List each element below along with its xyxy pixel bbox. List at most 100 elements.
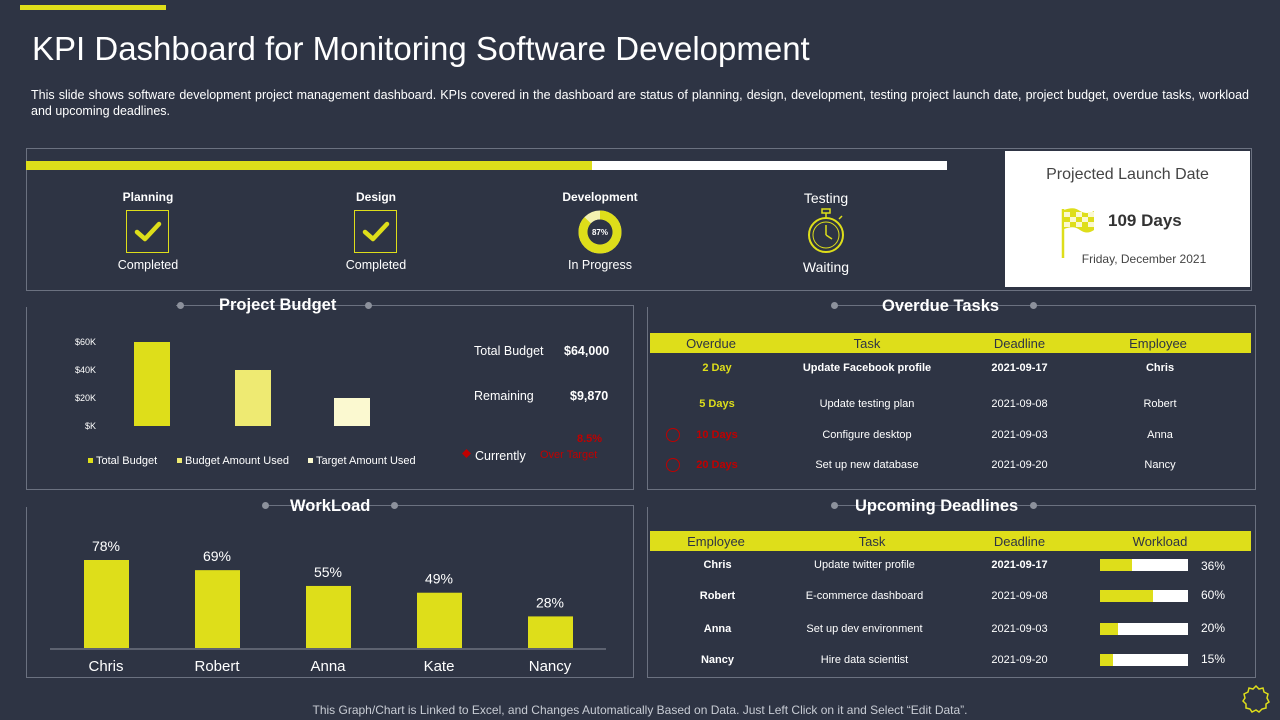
overdue-task: Set up new database: [815, 459, 919, 471]
total-budget-label: Total Budget: [474, 344, 544, 358]
overdue-task: Update testing plan: [819, 398, 915, 410]
phase-name: Planning: [122, 190, 174, 204]
budget-ytick-label: $K: [85, 421, 96, 431]
deadlines-title: Upcoming Deadlines: [855, 497, 1019, 515]
title-dot: [262, 502, 269, 509]
panel-gap: [647, 304, 833, 307]
title-dot: [365, 302, 372, 309]
currently-value: 8.5%: [577, 433, 603, 445]
gear-icon[interactable]: [1240, 683, 1272, 715]
deadline-row: Chris Update twitter profile 2021-09-17 36%: [650, 559, 1251, 575]
donut-icon: 87%: [578, 210, 622, 254]
deadline-employee: Robert: [699, 590, 736, 602]
overdue-employee: Anna: [1147, 429, 1173, 441]
phase-development: Development 87% In Progress: [530, 190, 670, 272]
legend-label: Total Budget: [96, 455, 157, 467]
overall-progress-bar: [26, 161, 947, 170]
overall-progress-fill: [26, 161, 593, 170]
workload-category-label: Nancy: [529, 658, 572, 675]
workload-bar-track: [1100, 654, 1188, 666]
footer-note: This Graph/Chart is Linked to Excel, and…: [312, 703, 968, 717]
workload-percent: 60%: [1200, 588, 1226, 602]
workload-bar-fill: [1100, 654, 1114, 666]
launch-date: Friday, December 2021: [1081, 252, 1207, 266]
workload-percent: 36%: [1200, 559, 1226, 573]
workload-bar-fill: [1100, 559, 1132, 571]
budget-panel: [26, 305, 634, 490]
phase-status: Completed: [117, 258, 179, 272]
overdue-deadline: 2021-09-17: [991, 362, 1048, 374]
title-dot: [391, 502, 398, 509]
header-overdue: Overdue: [686, 336, 736, 351]
workload-bar-track: [1100, 590, 1188, 602]
overdue-task: Configure desktop: [822, 429, 912, 441]
deadline-row: Robert E-commerce dashboard 2021-09-08 60%: [650, 588, 1251, 606]
workload-bar: [528, 616, 573, 648]
title-dot: [831, 302, 838, 309]
panel-gap: [647, 504, 833, 507]
launch-title: Projected Launch Date: [1046, 166, 1209, 183]
workload-panel: [26, 505, 634, 678]
title-line: [372, 305, 634, 306]
deadline-row: Anna Set up dev environment 2021-09-03 20%: [650, 621, 1251, 639]
phase-design: Design Completed: [306, 190, 446, 272]
legend-swatch: [177, 458, 182, 463]
launch-days: 109 Days: [1108, 211, 1182, 230]
deadline-date: 2021-09-03: [991, 623, 1048, 635]
development-percent: 87%: [592, 228, 608, 237]
header-workload: Workload: [1132, 534, 1188, 549]
overdue-task: Update Facebook profile: [802, 362, 932, 374]
overdue-row: 20 Days Set up new database 2021-09-20 Nanc…: [650, 458, 1251, 475]
overdue-employee: Robert: [1143, 398, 1177, 410]
alert-circle-icon: [666, 428, 680, 442]
phase-status: Waiting: [802, 259, 850, 275]
workload-bar-track: [1100, 623, 1188, 635]
total-budget-value: $64,000: [564, 344, 610, 358]
overdue-deadline: 2021-09-03: [991, 429, 1048, 441]
phase-name: Testing: [803, 190, 849, 206]
budget-chart: $K $20K $40K $60K Total Budget Budget Amount…: [75, 337, 416, 467]
overdue-days: 20 Days: [696, 459, 738, 471]
workload-bar: [84, 560, 129, 648]
workload-bar: [417, 592, 462, 648]
budget-ytick-label: $40K: [75, 365, 96, 375]
title-dot: [1030, 302, 1037, 309]
deadline-task: Update twitter profile: [814, 559, 915, 571]
overdue-panel: [647, 305, 1256, 490]
workload-title: WorkLoad: [290, 497, 371, 515]
legend-swatch: [308, 458, 313, 463]
header-employee: Employee: [687, 534, 745, 549]
workload-percent: 20%: [1200, 621, 1226, 635]
alert-circle-icon: [666, 458, 680, 472]
budget-ytick-label: $60K: [75, 337, 96, 347]
legend-label: Budget Amount Used: [185, 455, 289, 467]
deadline-date: 2021-09-08: [991, 590, 1048, 602]
workload-bar: [195, 570, 240, 648]
header-task: Task: [858, 534, 886, 549]
workload-bar-fill: [1100, 623, 1118, 635]
overdue-days: 2 Day: [702, 362, 732, 374]
budget-bar: [235, 370, 271, 426]
check-icon: [354, 210, 397, 253]
budget-bar: [134, 342, 170, 426]
workload-category-label: Anna: [310, 658, 346, 675]
workload-category-label: Chris: [88, 658, 123, 675]
deadline-row: Nancy Hire data scientist 2021-09-20 15%: [650, 652, 1251, 670]
legend-label: Target Amount Used: [316, 455, 416, 467]
deadline-task: Set up dev environment: [806, 623, 923, 635]
deadlines-table-header: Employee Task Deadline Workload: [650, 531, 1251, 551]
phase-status: Completed: [345, 258, 407, 272]
workload-value-label: 55%: [314, 564, 342, 580]
workload-category-label: Kate: [424, 658, 455, 675]
phase-testing: Testing Waiting: [756, 190, 896, 275]
deadline-employee: Chris: [703, 559, 732, 571]
currently-note: Over Target: [540, 449, 598, 461]
overdue-days: 5 Days: [699, 398, 735, 410]
deadlines-panel: [647, 505, 1256, 678]
remaining-value: $9,870: [570, 389, 609, 403]
title-dot: [1030, 502, 1037, 509]
page-description: This slide shows software development pr…: [31, 88, 1249, 118]
phase-status: In Progress: [568, 258, 632, 272]
alert-diamond-icon: [462, 449, 471, 458]
overdue-row: 5 Days Update testing plan 2021-09-08 Rober…: [650, 398, 1251, 414]
